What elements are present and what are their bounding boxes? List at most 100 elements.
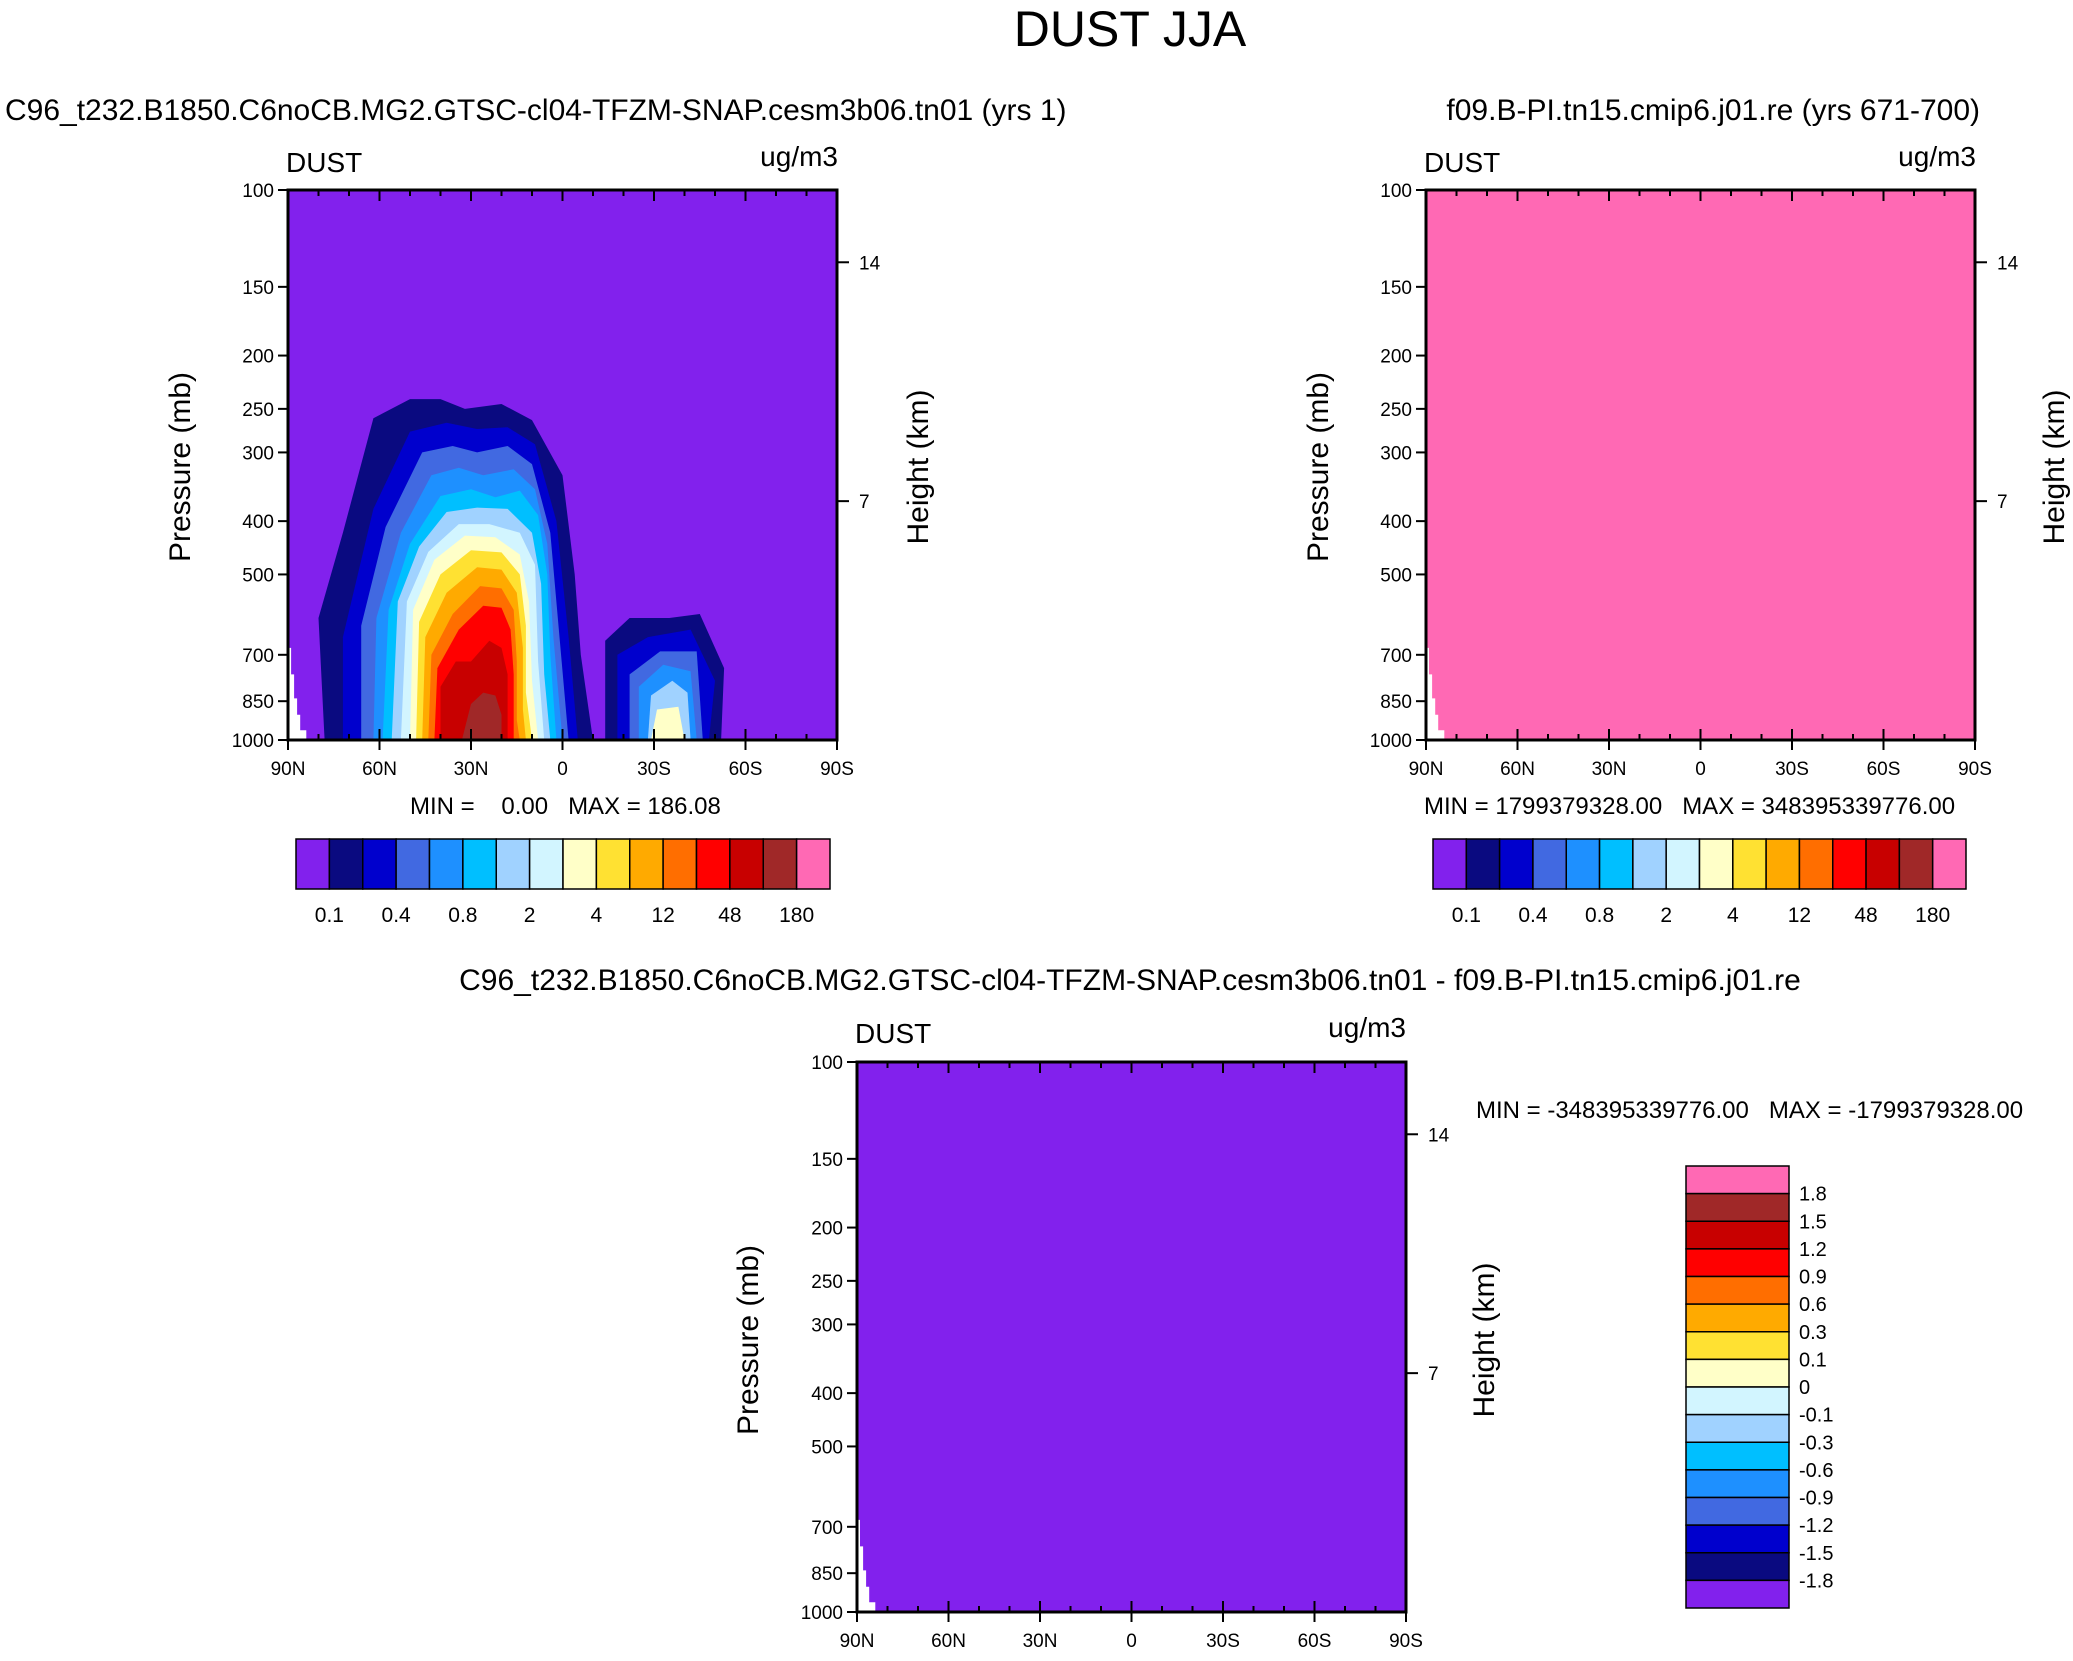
colorbar-label: 1.5 [1799, 1211, 1827, 1233]
colorbar-label: 4 [1727, 904, 1739, 927]
colorbar-label: -1.2 [1799, 1515, 1833, 1537]
colorbar-label: 12 [651, 904, 674, 927]
x-tick-label: 30N [1592, 759, 1627, 780]
colorbar-box [1432, 838, 1468, 890]
y-tick-label: 100 [242, 181, 274, 202]
panel-1-colorbar: 0.1 0.4 0.8 2 4 12 48 180 [295, 838, 831, 927]
colorbar-box [1685, 1496, 1790, 1526]
colorbar-box [1685, 1469, 1790, 1499]
colorbar-box [1465, 838, 1501, 890]
colorbar-box [1685, 1552, 1790, 1582]
y-tick-label: 400 [242, 512, 274, 533]
colorbar-label: 0.8 [448, 904, 477, 927]
colorbar-box [462, 838, 497, 890]
panel-2-title: f09.B-PI.tn15.cmip6.j01.re (yrs 671-700) [1446, 94, 1980, 127]
colorbar-label: -0.3 [1799, 1432, 1833, 1454]
colorbar-box [1532, 838, 1567, 890]
x-tick-label: 60N [931, 1631, 966, 1652]
panel-2-units: ug/m3 [1898, 141, 1976, 172]
panel-1-title: C96_t232.B1850.C6noCB.MG2.GTSC-cl04-TFZM… [5, 94, 1067, 127]
colorbar-box [1685, 1358, 1790, 1388]
colorbar-box [295, 838, 331, 890]
x-tick-label: 90N [1409, 759, 1444, 780]
y2-tick-label: 7 [859, 492, 870, 513]
colorbar-label: 180 [779, 904, 814, 927]
colorbar-label: 2 [1660, 904, 1672, 927]
y-tick-label: 700 [1380, 646, 1412, 667]
x-tick-label: 60N [1500, 759, 1535, 780]
missing-data-region [1426, 647, 1548, 740]
panel-2-colorbar: 0.1 0.4 0.8 2 4 12 48 180 [1432, 838, 1967, 927]
contour-band-13 [651, 706, 685, 740]
y2-tick-label: 7 [1997, 492, 2008, 513]
colorbar-label: 0.1 [1799, 1349, 1827, 1371]
colorbar-label: 0.1 [315, 904, 344, 927]
colorbar-label: -0.9 [1799, 1488, 1833, 1510]
colorbar-box [1565, 838, 1601, 890]
colorbar-label: 48 [718, 904, 741, 927]
colorbar-box [1498, 838, 1534, 890]
colorbar-box [1832, 838, 1867, 890]
y-tick-label: 400 [811, 1384, 843, 1405]
colorbar-box [1632, 838, 1667, 890]
colorbar-label: 0.4 [382, 904, 412, 927]
y-tick-label: 300 [242, 443, 274, 464]
colorbar-box [1685, 1413, 1790, 1443]
x-tick-label: 30S [1775, 759, 1809, 780]
colorbar-box [595, 838, 631, 890]
colorbar-label: -0.6 [1799, 1460, 1833, 1482]
y2-tick-label: 14 [859, 253, 881, 274]
colorbar-box [562, 838, 598, 890]
y-tick-label: 250 [1380, 400, 1412, 421]
panel-1-y-axis-label: Pressure (mb) [164, 372, 197, 562]
y-tick-label: 700 [242, 646, 274, 667]
y-tick-label: 200 [242, 347, 274, 368]
y-tick-label: 700 [811, 1518, 843, 1539]
y-tick-label: 1000 [1370, 731, 1412, 752]
y-tick-label: 200 [811, 1219, 843, 1240]
y-tick-label: 200 [1380, 347, 1412, 368]
y-tick-label: 300 [1380, 443, 1412, 464]
panel-3-left-label: DUST [855, 1018, 931, 1049]
colorbar-box [1685, 1331, 1790, 1361]
panel-2-y-axis-label: Pressure (mb) [1302, 372, 1335, 562]
y-tick-label: 250 [242, 400, 274, 421]
colorbar-label: -1.5 [1799, 1543, 1833, 1565]
y-tick-label: 400 [1380, 512, 1412, 533]
panel-3-y-axis-label: Pressure (mb) [732, 1245, 765, 1435]
y-tick-label: 250 [811, 1272, 843, 1293]
x-tick-label: 90S [1389, 1631, 1423, 1652]
colorbar-box [1765, 838, 1801, 890]
missing-data-region [288, 647, 410, 740]
colorbar-label: 0.6 [1799, 1294, 1827, 1316]
page-title: DUST JJA [1014, 1, 1247, 57]
colorbar-box [729, 838, 764, 890]
panel-3-y2-axis-label: Height (km) [1468, 1262, 1501, 1417]
y-tick-label: 100 [811, 1053, 843, 1074]
x-tick-label: 60S [1298, 1631, 1332, 1652]
panel-2-stats: MIN = 1799379328.00 MAX = 348395339776.0… [1424, 793, 1955, 820]
colorbar-box [395, 838, 431, 890]
contour-fill [857, 1062, 1406, 1612]
colorbar-box [1685, 1303, 1790, 1333]
y-tick-label: 300 [811, 1315, 843, 1336]
x-tick-label: 90N [271, 759, 306, 780]
panel-1-stats: MIN = 0.00 MAX = 186.08 [410, 793, 721, 820]
panel-1: C96_t232.B1850.C6noCB.MG2.GTSC-cl04-TFZM… [5, 94, 1067, 927]
colorbar-box [528, 838, 564, 890]
colorbar-label: -1.8 [1799, 1570, 1833, 1592]
colorbar-box [1685, 1386, 1790, 1416]
x-tick-label: 90N [840, 1631, 875, 1652]
colorbar-box [1931, 838, 1967, 890]
x-tick-label: 90S [820, 759, 854, 780]
colorbar-label: 180 [1915, 904, 1950, 927]
panel-1-plot-area: 90N 60N 30N 0 30S 60S 90S 1000 850 700 500 400 300 25… [232, 181, 881, 780]
colorbar-label: 4 [591, 904, 603, 927]
colorbar-box [795, 838, 831, 890]
colorbar-label: 1.2 [1799, 1239, 1827, 1261]
panel-1-y2-axis-label: Height (km) [902, 389, 935, 544]
y-tick-label: 150 [811, 1150, 843, 1171]
y2-tick-label: 14 [1428, 1125, 1450, 1146]
colorbar-box [1685, 1165, 1790, 1195]
